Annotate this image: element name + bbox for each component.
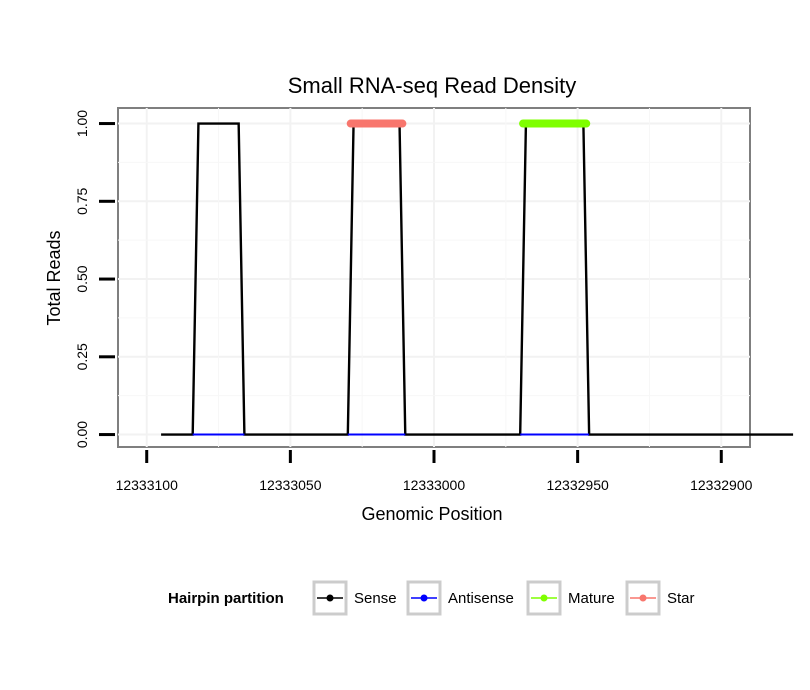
legend-label-sense: Sense xyxy=(354,590,397,607)
x-tick-label: 12333000 xyxy=(403,477,466,493)
grid-minor xyxy=(118,108,750,447)
x-axis: 12333100 12333050 12333000 12332950 12332900 xyxy=(116,450,753,493)
x-tick-label: 12332900 xyxy=(690,477,753,493)
legend-key-point xyxy=(326,594,334,602)
legend-label-mature: Mature xyxy=(568,590,615,607)
x-tick-label: 12332950 xyxy=(546,477,609,493)
y-axis: 0.00 0.25 0.50 0.75 1.00 xyxy=(74,110,115,448)
x-axis-title: Genomic Position xyxy=(361,504,502,524)
y-tick-label: 1.00 xyxy=(74,110,90,137)
legend-title: Hairpin partition xyxy=(168,590,284,607)
y-tick-label: 0.00 xyxy=(74,421,90,448)
chart-title: Small RNA-seq Read Density xyxy=(288,73,577,98)
legend: Hairpin partition Sense Antisense Mature St… xyxy=(168,580,695,616)
y-tick-label: 0.25 xyxy=(74,343,90,370)
y-tick-label: 0.75 xyxy=(74,187,90,214)
x-tick-label: 12333050 xyxy=(259,477,322,493)
legend-key-point xyxy=(540,594,548,602)
legend-key-point xyxy=(420,594,428,602)
legend-label-star: Star xyxy=(667,590,695,607)
series-layer xyxy=(161,119,794,436)
y-tick-label: 0.50 xyxy=(74,265,90,292)
legend-key-point xyxy=(639,594,647,602)
legend-label-antisense: Antisense xyxy=(448,590,514,607)
x-tick-label: 12333100 xyxy=(116,477,179,493)
y-axis-title: Total Reads xyxy=(44,230,64,325)
